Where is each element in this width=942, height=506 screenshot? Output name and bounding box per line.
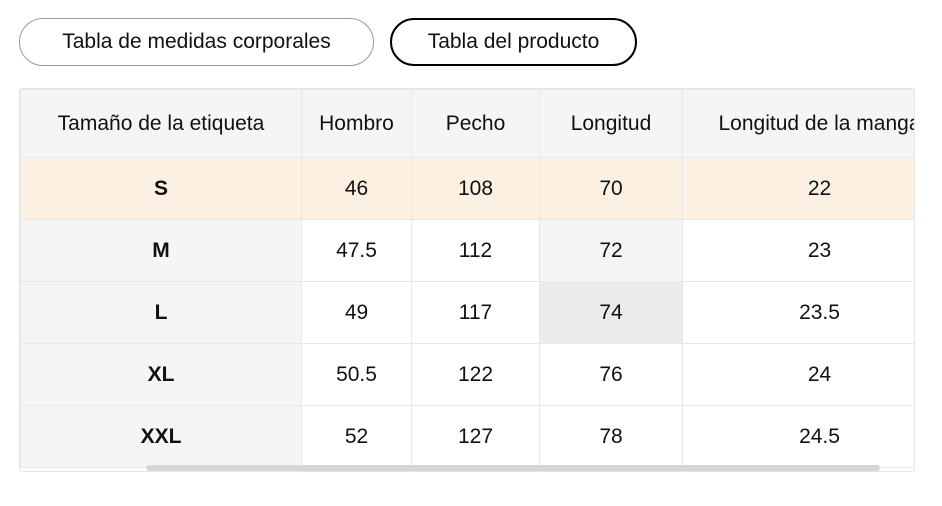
size-table: Tamaño de la etiqueta Hombro Pecho Longitud… xyxy=(19,88,915,472)
table-cell: 23 xyxy=(682,219,914,282)
table-cell: 127 xyxy=(411,405,540,468)
column-header: Longitud de la manga xyxy=(682,89,914,158)
table-row: L 49 117 74 23.5 xyxy=(20,281,914,344)
table-cell: 112 xyxy=(411,219,540,282)
table-cell: 23.5 xyxy=(682,281,914,344)
table-cell: 117 xyxy=(411,281,540,344)
table-cell: 47.5 xyxy=(301,219,412,282)
table-cell: 52 xyxy=(301,405,412,468)
table-cell: 76 xyxy=(539,343,683,406)
table-cell: 122 xyxy=(411,343,540,406)
scrollbar[interactable] xyxy=(146,465,880,471)
column-header: Pecho xyxy=(411,89,540,158)
table-row: XXL 52 127 78 24.5 xyxy=(20,405,914,468)
table-cell: 24 xyxy=(682,343,914,406)
table-cell: 46 xyxy=(301,157,412,220)
table-cell: S xyxy=(20,157,302,220)
table-cell: 72 xyxy=(539,219,683,282)
table-row: M 47.5 112 72 23 xyxy=(20,219,914,282)
table: Tamaño de la etiqueta Hombro Pecho Longitud… xyxy=(20,89,914,468)
tab-active[interactable]: Tabla del producto xyxy=(390,18,637,66)
column-header: Hombro xyxy=(301,89,412,158)
column-header: Longitud xyxy=(539,89,683,158)
table-cell: 74 xyxy=(539,281,683,344)
column-header: Tamaño de la etiqueta xyxy=(20,89,302,158)
tab[interactable]: Tabla de medidas corporales xyxy=(19,18,374,66)
header-row: Tamaño de la etiqueta Hombro Pecho Longitud… xyxy=(20,89,914,158)
table-cell: 24.5 xyxy=(682,405,914,468)
table-cell: 49 xyxy=(301,281,412,344)
table-row: S 46 108 70 22 xyxy=(20,157,914,220)
table-cell: 78 xyxy=(539,405,683,468)
table-cell: 50.5 xyxy=(301,343,412,406)
table-cell: 108 xyxy=(411,157,540,220)
table-cell: L xyxy=(20,281,302,344)
table-cell: XL xyxy=(20,343,302,406)
table-cell: 22 xyxy=(682,157,914,220)
table-row: XL 50.5 122 76 24 xyxy=(20,343,914,406)
table-cell: XXL xyxy=(20,405,302,468)
table-cell: 70 xyxy=(539,157,683,220)
table-cell: M xyxy=(20,219,302,282)
